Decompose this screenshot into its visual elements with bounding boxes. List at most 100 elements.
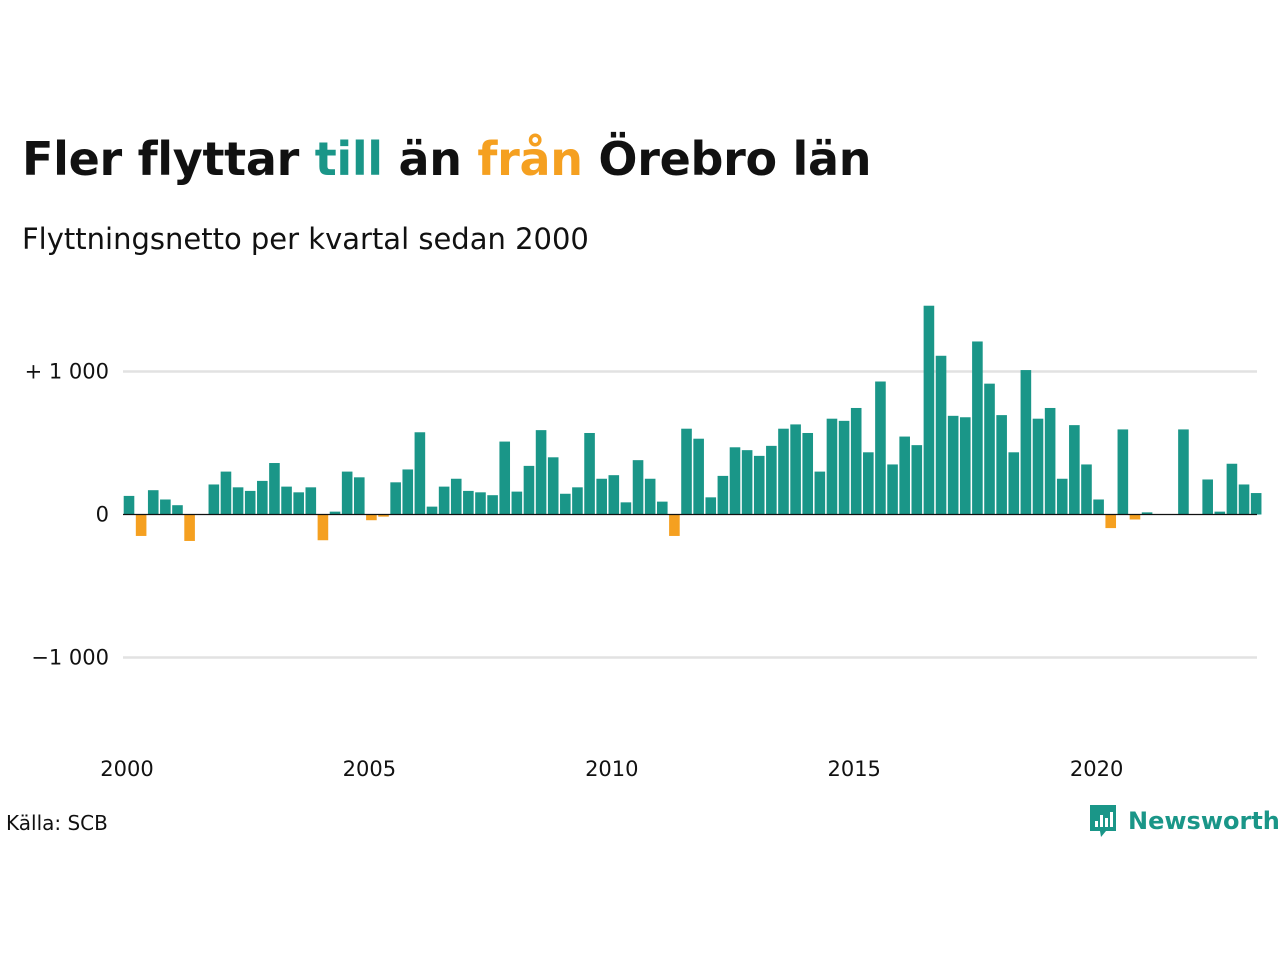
bar: [632, 460, 644, 515]
bar: [996, 415, 1007, 515]
bar: [208, 484, 220, 515]
bar: [1117, 429, 1129, 515]
bar: [1044, 407, 1056, 515]
bar: [984, 383, 995, 515]
bar: [317, 514, 329, 541]
x-tick-label: 2005: [343, 757, 396, 781]
bar: [438, 486, 450, 515]
chart-subtitle: Flyttningsnetto per kvartal sedan 2000: [22, 222, 589, 256]
title-part-5: Örebro län: [582, 132, 872, 186]
bar: [644, 478, 656, 515]
bar: [353, 477, 365, 515]
bar: [378, 514, 389, 517]
bar: [402, 469, 414, 515]
source-note: Källa: SCB: [6, 811, 108, 835]
bar: [669, 514, 680, 536]
bar: [535, 430, 547, 515]
bar: [850, 407, 862, 515]
bar: [293, 492, 304, 515]
bar: [947, 415, 959, 515]
bar: [1056, 478, 1068, 515]
bar: [584, 432, 595, 515]
bar: [1178, 429, 1189, 515]
newsworthy-logo[interactable]: Newsworthy: [1088, 803, 1280, 839]
logo-text: Newsworthy: [1128, 807, 1280, 835]
bar: [753, 455, 765, 515]
bar: [741, 450, 753, 515]
x-tick-label: 2015: [827, 757, 880, 781]
bar: [1238, 484, 1250, 515]
bar: [123, 495, 135, 515]
bar: [875, 381, 886, 515]
title-part-3: än: [382, 132, 478, 186]
bar: [899, 436, 910, 515]
bar: [802, 432, 814, 515]
bar: [499, 441, 511, 515]
bar: [1020, 370, 1032, 515]
title-part-1: Fler flyttar: [22, 132, 315, 186]
title-highlight-fran: från: [477, 132, 583, 186]
bar: [269, 463, 280, 515]
bar: [923, 305, 935, 515]
bar: [184, 514, 195, 541]
chart-title: Fler flyttar till än från Örebro län: [22, 132, 872, 186]
bars-layer: [123, 305, 1262, 541]
bar: [1105, 514, 1117, 529]
bar: [959, 417, 971, 515]
bar: [450, 478, 462, 515]
x-tick-label: 2020: [1070, 757, 1123, 781]
bar: [1069, 425, 1080, 515]
bar: [172, 505, 183, 515]
bar: [414, 432, 426, 515]
bar: [935, 355, 947, 515]
bar: [887, 464, 898, 515]
bar: [341, 471, 353, 515]
bar-chart: + 1 000 0 −1 000 2000 2005 2010 2015 2020: [25, 305, 1262, 781]
bar: [863, 452, 874, 515]
bar: [426, 506, 438, 515]
y-tick-label: 0: [96, 503, 109, 527]
bar: [487, 495, 498, 515]
grid-layer: [123, 370, 1257, 659]
bar: [972, 341, 983, 515]
bar: [693, 438, 704, 515]
bar: [911, 445, 923, 515]
y-tick-label: + 1 000: [25, 360, 109, 384]
bar: [547, 457, 559, 515]
bar: [232, 487, 244, 515]
bar: [717, 475, 729, 515]
bar: [656, 501, 668, 515]
bar: [790, 424, 801, 515]
newsworthy-logo-icon: [1090, 805, 1116, 837]
bar: [1008, 452, 1020, 515]
bar: [1129, 514, 1141, 520]
bar: [390, 482, 401, 515]
bar: [523, 465, 535, 515]
bar: [1226, 463, 1238, 515]
bar: [596, 478, 607, 515]
bar: [329, 511, 341, 515]
bar: [814, 471, 826, 515]
bar: [160, 499, 171, 515]
bar: [220, 471, 232, 515]
bar: [838, 420, 850, 515]
bar: [281, 486, 292, 515]
bar: [1202, 479, 1213, 515]
bar: [135, 514, 147, 536]
title-highlight-till: till: [314, 132, 383, 186]
bar: [1032, 418, 1044, 515]
bar: [1093, 499, 1104, 515]
bar: [729, 447, 741, 515]
bar: [1081, 464, 1092, 515]
bar: [572, 487, 583, 515]
bar: [305, 487, 317, 515]
bar: [257, 480, 268, 515]
bar: [766, 445, 777, 515]
bar: [244, 490, 256, 515]
bar: [1214, 511, 1226, 515]
bar: [826, 418, 838, 515]
bar: [560, 493, 571, 515]
bar: [475, 492, 486, 515]
x-tick-label: 2010: [585, 757, 638, 781]
bar: [681, 428, 692, 515]
